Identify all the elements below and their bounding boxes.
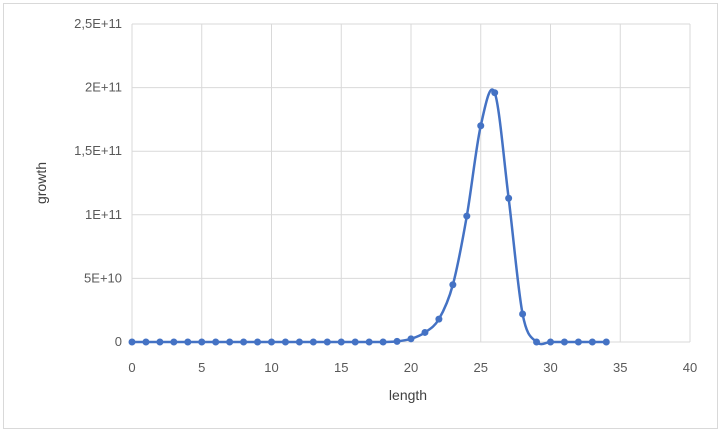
data-point [477, 122, 485, 130]
data-point [407, 335, 415, 343]
data-point [393, 337, 401, 345]
x-tick-label: 15 [334, 360, 348, 375]
series-line-layer [131, 88, 607, 346]
x-tick-label: 40 [683, 360, 697, 375]
data-point [212, 338, 220, 346]
marker-layer [128, 89, 610, 346]
y-tick-label: 5E+10 [84, 270, 122, 285]
data-point [226, 338, 234, 346]
x-tick-label: 30 [543, 360, 557, 375]
data-point [142, 338, 150, 346]
x-axis-title: length [389, 387, 427, 403]
data-point [351, 338, 359, 346]
tick-labels: 0 5 10 15 20 25 30 35 40 0 5E+10 1E+11 1,5E+11 2E+11 2… [74, 16, 697, 375]
data-point [281, 338, 289, 346]
data-point [519, 310, 527, 318]
gridlines [131, 23, 691, 343]
x-tick-label: 5 [198, 360, 205, 375]
data-point [365, 338, 373, 346]
data-point [547, 338, 554, 346]
y-tick-label: 1E+11 [85, 207, 122, 222]
data-point [128, 338, 136, 346]
series-line [131, 88, 607, 346]
data-point [505, 194, 513, 202]
chart-area [3, 3, 718, 429]
data-point [170, 338, 178, 346]
data-point [560, 338, 568, 346]
data-point [337, 338, 345, 346]
data-point [435, 315, 443, 323]
data-point [588, 338, 596, 346]
data-point [602, 338, 610, 346]
data-point [309, 338, 317, 346]
data-point [463, 212, 471, 220]
data-point [574, 338, 582, 346]
data-point [379, 338, 387, 346]
data-point [268, 338, 275, 346]
data-point [254, 338, 262, 346]
y-axis-title: growth [33, 162, 49, 204]
y-tick-label: 2E+11 [85, 80, 122, 95]
data-point [198, 338, 206, 346]
data-point [533, 338, 541, 346]
x-tick-label: 10 [264, 360, 278, 375]
x-tick-label: 20 [404, 360, 418, 375]
data-point [449, 281, 457, 289]
data-point [240, 338, 248, 346]
data-point [491, 89, 499, 97]
x-tick-label: 0 [128, 360, 135, 375]
data-point [156, 338, 164, 346]
x-tick-label: 25 [474, 360, 488, 375]
y-tick-label: 0 [115, 334, 122, 349]
x-tick-label: 35 [613, 360, 627, 375]
data-point [421, 328, 429, 336]
y-tick-label: 1,5E+11 [74, 143, 122, 158]
y-tick-label: 2,5E+11 [74, 16, 122, 31]
data-point [323, 338, 331, 346]
data-point [295, 338, 303, 346]
data-point [184, 338, 192, 346]
